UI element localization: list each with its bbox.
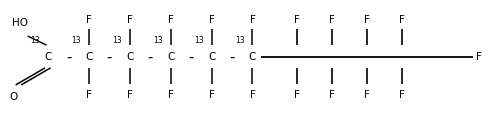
- Text: F: F: [127, 15, 133, 25]
- Text: F: F: [364, 89, 370, 99]
- Text: C: C: [249, 52, 256, 62]
- Text: F: F: [294, 15, 300, 25]
- Text: 13: 13: [30, 36, 40, 45]
- Text: -: -: [66, 50, 71, 64]
- Text: F: F: [250, 89, 256, 99]
- Text: -: -: [106, 50, 112, 64]
- Text: C: C: [86, 52, 92, 62]
- Text: 13: 13: [194, 36, 203, 45]
- Text: 13: 13: [235, 36, 244, 45]
- Text: 13: 13: [72, 36, 81, 45]
- Text: F: F: [330, 89, 335, 99]
- Text: F: F: [168, 89, 173, 99]
- Text: 13: 13: [112, 36, 122, 45]
- Text: -: -: [188, 50, 194, 64]
- Text: F: F: [168, 15, 173, 25]
- Text: O: O: [10, 91, 18, 101]
- Text: HO: HO: [12, 18, 28, 28]
- Text: -: -: [230, 50, 234, 64]
- Text: F: F: [86, 15, 92, 25]
- Text: 13: 13: [153, 36, 162, 45]
- Text: F: F: [399, 15, 405, 25]
- Text: F: F: [208, 15, 214, 25]
- Text: F: F: [250, 15, 256, 25]
- Text: C: C: [167, 52, 174, 62]
- Text: C: C: [126, 52, 134, 62]
- Text: C: C: [208, 52, 216, 62]
- Text: F: F: [86, 89, 92, 99]
- Text: F: F: [476, 52, 482, 62]
- Text: F: F: [208, 89, 214, 99]
- Text: F: F: [399, 89, 405, 99]
- Text: -: -: [148, 50, 153, 64]
- Text: F: F: [294, 89, 300, 99]
- Text: F: F: [364, 15, 370, 25]
- Text: F: F: [330, 15, 335, 25]
- Text: C: C: [44, 52, 52, 62]
- Text: F: F: [127, 89, 133, 99]
